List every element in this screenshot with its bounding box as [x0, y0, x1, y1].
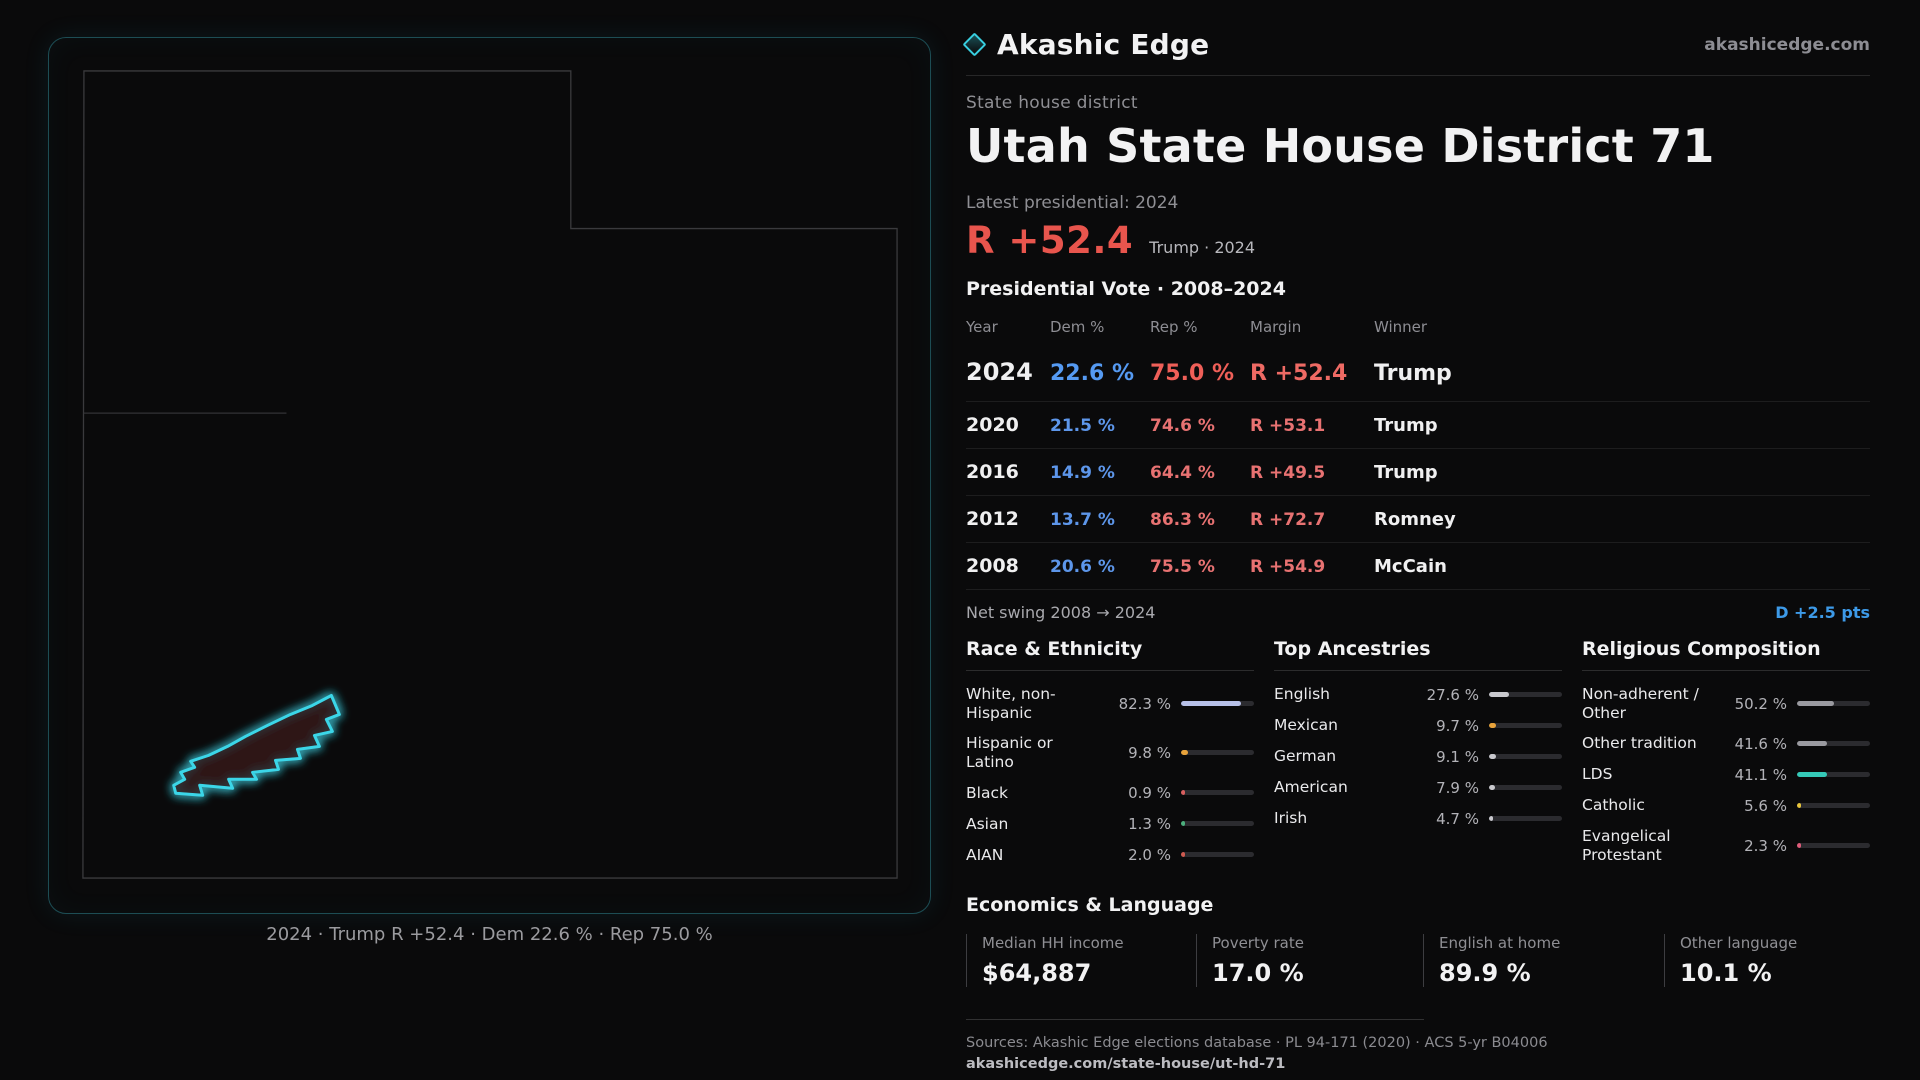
- list-item: Asian 1.3 %: [966, 808, 1254, 839]
- stat-bar: [1181, 852, 1254, 858]
- list-item: Hispanic or Latino 9.8 %: [966, 728, 1254, 777]
- district-71-shape[interactable]: [172, 694, 341, 797]
- stat-bar: [1797, 741, 1870, 747]
- utah-state-outline: [82, 70, 898, 879]
- list-item: American 7.9 %: [1274, 772, 1562, 803]
- list-item: Evangelical Protestant 2.3 %: [1582, 821, 1870, 870]
- list-item: Irish 4.7 %: [1274, 803, 1562, 834]
- religious-composition-heading: Religious Composition: [1582, 638, 1870, 671]
- economics-heading: Economics & Language: [966, 894, 1214, 917]
- stat-bar: [1489, 723, 1562, 728]
- stat-bar: [1489, 754, 1562, 759]
- race-ethnicity-heading: Race & Ethnicity: [966, 638, 1254, 671]
- list-item: Catholic 5.6 %: [1582, 790, 1870, 821]
- brand-domain-link[interactable]: akashicedge.com: [1704, 34, 1870, 55]
- table-header-row: Year Dem % Rep % Margin Winner: [966, 310, 1870, 345]
- stat-bar: [1181, 750, 1254, 756]
- district-report: Akashic Edge akashicedge.com State house…: [962, 28, 1870, 1073]
- table-row: 2008 20.6 % 75.5 % R +54.9 McCain: [966, 543, 1870, 590]
- table-row: 2016 14.9 % 64.4 % R +49.5 Trump: [966, 449, 1870, 496]
- stat-bar: [1797, 701, 1870, 707]
- list-item: AIAN 2.0 %: [966, 839, 1254, 870]
- list-item: White, non-Hispanic 82.3 %: [966, 679, 1254, 728]
- brand-name: Akashic Edge: [997, 28, 1210, 61]
- stat-bar: [1489, 785, 1562, 790]
- col-rep: Rep %: [1150, 318, 1198, 336]
- stat-bar: [1797, 772, 1870, 778]
- district-map-panel: [48, 37, 931, 914]
- col-winner: Winner: [1374, 318, 1428, 336]
- table-row: 2012 13.7 % 86.3 % R +72.7 Romney: [966, 496, 1870, 543]
- net-swing-value: D +2.5 pts: [1775, 603, 1870, 622]
- brand: Akashic Edge: [962, 28, 1210, 61]
- stat-bar: [1489, 692, 1562, 697]
- header-bar: Akashic Edge akashicedge.com: [962, 28, 1870, 75]
- stat-bar: [1181, 701, 1254, 707]
- list-item: German 9.1 %: [1274, 741, 1562, 772]
- col-margin: Margin: [1250, 318, 1302, 336]
- net-swing-row: Net swing 2008 → 2024 D +2.5 pts: [966, 590, 1870, 638]
- list-item: Black 0.9 %: [966, 777, 1254, 808]
- list-item: English 27.6 %: [1274, 679, 1562, 710]
- top-ancestries-column: Top Ancestries English 27.6 % Mexican 9.…: [1274, 638, 1562, 870]
- list-item: Non-adherent / Other 50.2 %: [1582, 679, 1870, 728]
- vote-table-title: Presidential Vote · 2008–2024: [966, 278, 1286, 300]
- utah-map[interactable]: [49, 38, 930, 913]
- list-item: Mexican 9.7 %: [1274, 710, 1562, 741]
- col-dem: Dem %: [1050, 318, 1105, 336]
- col-year: Year: [966, 318, 998, 336]
- map-caption: 2024 · Trump R +52.4 · Dem 22.6 % · Rep …: [266, 924, 713, 945]
- religious-composition-column: Religious Composition Non-adherent / Oth…: [1582, 638, 1870, 870]
- economics-stats-row: Median HH income $64,887 Poverty rate 17…: [966, 934, 1870, 988]
- race-ethnicity-column: Race & Ethnicity White, non-Hispanic 82.…: [966, 638, 1254, 870]
- stat-bar: [1181, 790, 1254, 796]
- demographics-section: Race & Ethnicity White, non-Hispanic 82.…: [966, 638, 1870, 870]
- latest-margin-row: R +52.4 Trump · 2024: [966, 219, 1870, 262]
- district-type-kicker: State house district: [966, 93, 1138, 113]
- stat-poverty-rate: Poverty rate 17.0 %: [1196, 934, 1423, 988]
- permalink-url[interactable]: akashicedge.com/state-house/ut-hd-71: [966, 1056, 1286, 1073]
- list-item: LDS 41.1 %: [1582, 759, 1870, 790]
- list-item: Other tradition 41.6 %: [1582, 728, 1870, 759]
- latest-margin-value: R +52.4: [966, 219, 1134, 262]
- presidential-vote-table: Year Dem % Rep % Margin Winner 2024 22.6…: [966, 310, 1870, 590]
- table-row: 2020 21.5 % 74.6 % R +53.1 Trump: [966, 402, 1870, 449]
- page-title: Utah State House District 71: [966, 119, 1715, 173]
- brand-diamond-icon: [962, 32, 987, 57]
- stat-bar: [1181, 821, 1254, 827]
- net-swing-label: Net swing 2008 → 2024: [966, 603, 1156, 622]
- stat-bar: [1797, 843, 1870, 849]
- table-row: 2024 22.6 % 75.0 % R +52.4 Trump: [966, 345, 1870, 402]
- stat-bar: [1797, 803, 1870, 809]
- stat-other-language: Other language 10.1 %: [1664, 934, 1870, 988]
- latest-margin-note: Trump · 2024: [1149, 238, 1256, 257]
- footer-divider: [966, 1019, 1424, 1021]
- stat-bar: [1489, 816, 1562, 821]
- latest-presidential-label: Latest presidential: 2024: [966, 193, 1179, 213]
- stat-median-income: Median HH income $64,887: [966, 934, 1196, 988]
- top-ancestries-heading: Top Ancestries: [1274, 638, 1562, 671]
- header-divider: [966, 75, 1870, 76]
- stat-english-at-home: English at home 89.9 %: [1423, 934, 1664, 988]
- sources-line: Sources: Akashic Edge elections database…: [966, 1035, 1548, 1052]
